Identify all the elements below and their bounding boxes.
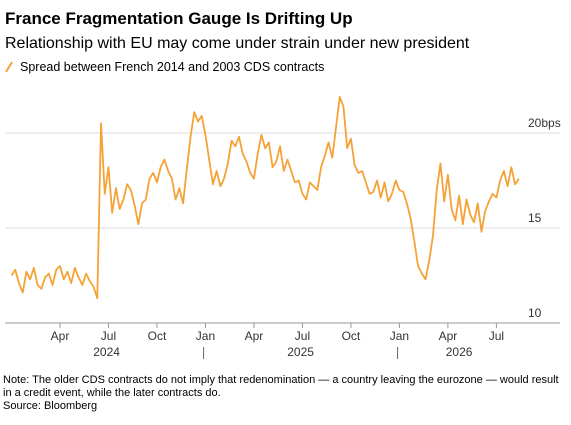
x-group-label: 2025 [287, 345, 314, 359]
note: Note: The older CDS contracts do not imp… [3, 374, 559, 399]
x-tick-label: Apr [439, 329, 458, 343]
chart-title: France Fragmentation Gauge Is Drifting U… [5, 9, 353, 28]
chart-subtitle: Relationship with EU may come under stra… [5, 35, 470, 52]
x-tick-label: Jan [390, 329, 409, 343]
x-tick-label: Oct [148, 329, 167, 343]
x-tick-label: Apr [245, 329, 264, 343]
x-group-label: 2026 [446, 345, 473, 359]
note-text: Note: The older CDS contracts do not imp… [3, 374, 565, 413]
note-box: Note: The older CDS contracts do not imp… [3, 374, 565, 413]
x-tick-label: Jul [101, 329, 116, 343]
y-tick-label: 15 [528, 211, 542, 225]
series-line [10, 96, 520, 300]
source: Source: Bloomberg [3, 400, 98, 412]
legend-label: Spread between French 2014 and 2003 CDS … [20, 60, 324, 74]
y-tick-label: 10 [528, 306, 542, 320]
y-tick-label: 20bps [528, 116, 561, 130]
legend-swatch [5, 61, 13, 73]
x-group-label: 2024 [93, 345, 120, 359]
x-tick-label: Jul [295, 329, 310, 343]
x-tick-label: Jul [489, 329, 504, 343]
x-tick-label: Oct [342, 329, 361, 343]
x-tick-label: Apr [51, 329, 70, 343]
x-tick-label: Jan [196, 329, 215, 343]
